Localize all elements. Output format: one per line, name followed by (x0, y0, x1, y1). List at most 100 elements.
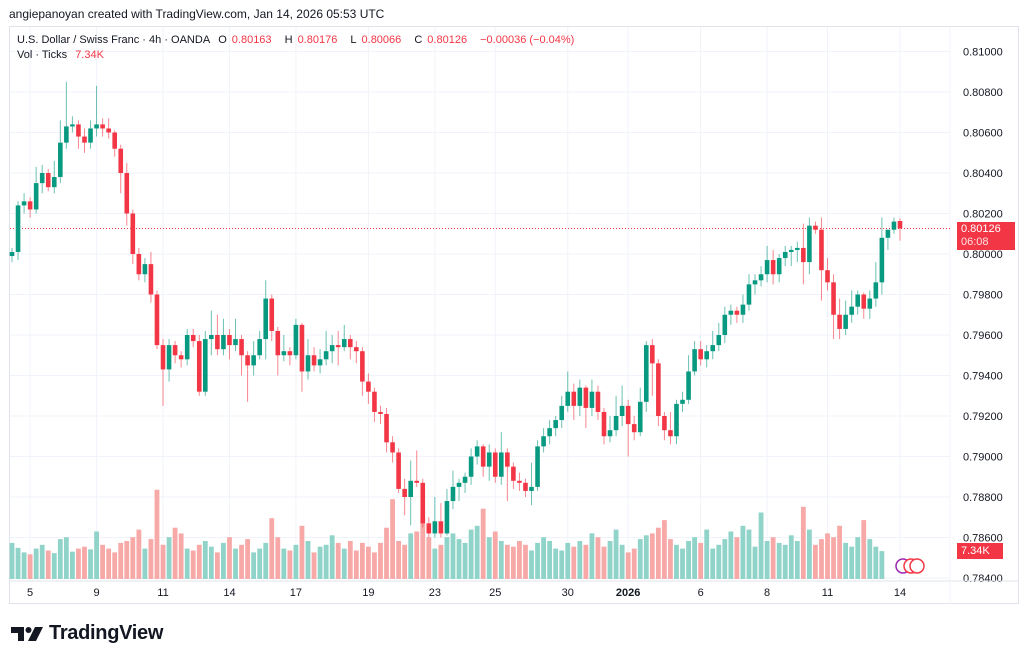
volume-bar (21, 552, 27, 579)
change-value: −0.00036 (−0.04%) (480, 34, 575, 46)
volume-bar (498, 541, 504, 579)
volume-bar (130, 537, 136, 579)
candle-up (559, 405, 565, 421)
volume-bar (825, 533, 830, 579)
volume-bar (541, 537, 546, 579)
volume-bar (504, 544, 510, 579)
x-tick-label: 25 (489, 587, 501, 599)
volume-bar (263, 542, 269, 579)
y-tick-label: 0.79800 (963, 290, 1003, 302)
brand-name: TradingView (49, 622, 164, 644)
volume-bar (444, 537, 450, 579)
volume-bar (794, 541, 800, 579)
volume-bar (595, 537, 601, 579)
volume-bar (535, 542, 540, 579)
candle-down (160, 345, 166, 370)
volume-bar (577, 541, 583, 579)
y-tick-label: 0.80200 (963, 209, 1003, 221)
candle-up (33, 183, 39, 210)
volume-bar (668, 539, 673, 579)
candle-down (505, 452, 510, 467)
volume-label[interactable]: Vol · Ticks (17, 49, 68, 61)
candle-up (462, 476, 468, 483)
candle-down (631, 424, 637, 433)
volume-bar (257, 548, 263, 579)
volume-bar (831, 537, 836, 579)
volume-bar (450, 533, 456, 579)
volume-bar (384, 527, 389, 579)
volume-bar (843, 542, 849, 579)
y-tick-label: 0.80800 (963, 87, 1003, 99)
symbol-title[interactable]: U.S. Dollar / Swiss Franc · 4h · OANDA (17, 34, 211, 46)
candle-up (879, 237, 885, 283)
candle-up (21, 201, 27, 206)
candle-up (209, 335, 214, 340)
volume-bar (692, 537, 698, 579)
volume-bar (559, 550, 565, 579)
volume-bar (547, 541, 553, 579)
volume-bar (583, 544, 589, 579)
volume-bar (553, 548, 559, 579)
candle-down (45, 173, 51, 188)
volume-bar (873, 546, 879, 579)
chart-legend: U.S. Dollar / Swiss Franc · 4h · OANDA O… (17, 33, 579, 63)
volume-bar (438, 544, 444, 579)
candle-up (317, 359, 323, 366)
volume-bar (680, 548, 685, 579)
candle-up (468, 456, 474, 477)
last-price: 0.80126 (961, 223, 1001, 235)
x-tick-label: 5 (27, 587, 33, 599)
y-tick-label: 0.78400 (963, 573, 1003, 585)
volume-bar (565, 542, 571, 579)
candle-down (384, 413, 389, 443)
volume-bar (359, 542, 365, 579)
candle-up (499, 452, 504, 477)
candle-up (686, 371, 691, 400)
volume-bar (788, 535, 794, 579)
volume-bar (323, 544, 329, 579)
candle-up (486, 452, 492, 467)
candle-up (474, 446, 480, 457)
candle-up (849, 306, 854, 315)
x-tick-label: 9 (94, 587, 100, 599)
volume-bar (849, 546, 855, 579)
volume-bar (879, 551, 885, 579)
candle-up (541, 436, 546, 447)
last-price-tag: 0.80126 06:08 (957, 222, 1015, 250)
close-value: 0.80126 (427, 34, 468, 46)
volume-bar (402, 544, 408, 579)
volume-bar (51, 553, 57, 579)
candle-up (752, 280, 758, 285)
volume-bar (100, 544, 106, 579)
candle-up (58, 142, 63, 178)
volume-bar (776, 542, 782, 579)
candle-up (166, 345, 172, 370)
candle-up (70, 124, 75, 127)
candle-down (154, 294, 160, 346)
candle-down (414, 480, 420, 483)
candle-down (523, 482, 528, 491)
candle-down (656, 363, 661, 416)
candle-up (692, 349, 697, 372)
chart-credit: angiepanoyan created with TradingView.co… (9, 7, 385, 21)
tradingview-logo[interactable]: TradingView (11, 622, 163, 645)
candle-down (178, 355, 184, 360)
x-tick-label: 2026 (616, 587, 640, 599)
candle-up (776, 258, 782, 275)
bar-countdown: 06:08 (961, 236, 989, 248)
volume-bar (674, 544, 679, 579)
candle-down (27, 201, 33, 210)
volume-bar (57, 539, 63, 579)
volume-bar (649, 533, 655, 579)
y-tick-label: 0.79400 (963, 371, 1003, 383)
volume-bar (855, 537, 861, 579)
volume-bar (299, 525, 305, 579)
candle-up (305, 355, 311, 372)
volume-bar (160, 544, 166, 579)
volume-bar (637, 539, 643, 579)
candle-down (190, 335, 196, 342)
candle-down (215, 335, 220, 350)
volume-bar (523, 544, 528, 579)
candle-up (607, 430, 613, 437)
